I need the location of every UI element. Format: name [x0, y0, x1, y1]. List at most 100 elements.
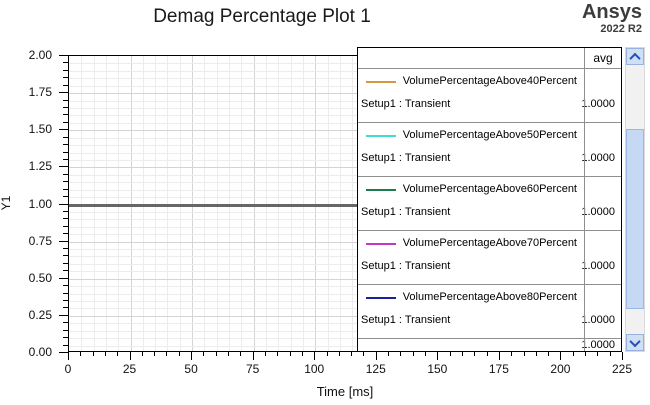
x-tick: [572, 352, 574, 356]
x-tick: [585, 352, 587, 356]
x-tick: [301, 352, 303, 356]
y-tick: [63, 344, 68, 346]
series-avg-value: 1.0000: [581, 98, 615, 110]
ansys-version: 2022 R2: [600, 23, 642, 35]
gridline-minor: [69, 293, 621, 295]
y-tick: [63, 262, 68, 264]
x-tick: [338, 352, 340, 356]
y-tick: [63, 121, 68, 123]
gridline-minor: [69, 197, 621, 199]
x-tick: [104, 352, 106, 356]
series-color-swatch: [366, 81, 396, 83]
y-tick: [63, 114, 68, 116]
gridline-minor: [69, 63, 621, 65]
x-tick: [412, 352, 414, 356]
ansys-logo: Ansys 2022 R2: [582, 1, 642, 35]
x-tick: [388, 352, 390, 356]
y-tick: [63, 337, 68, 339]
y-tick: [63, 173, 68, 175]
series-avg-value: 1.0000: [581, 260, 615, 272]
y-tick: [63, 181, 68, 183]
x-tick: [622, 352, 623, 360]
series-color-swatch: [366, 135, 396, 137]
gridline-minor: [69, 189, 621, 191]
gridline-minor: [69, 70, 621, 72]
scroll-up-button[interactable]: [626, 48, 644, 65]
y-tick-label: 1.75: [28, 85, 52, 100]
series-color-swatch: [366, 189, 396, 191]
x-tick: [437, 352, 439, 360]
gridline-minor: [69, 330, 621, 332]
gridline-minor: [69, 323, 621, 325]
legend-row[interactable]: VolumePercentageAbove60Percent Setup1 : T…: [358, 177, 621, 231]
gridline-minor: [69, 301, 621, 303]
x-tick-label: 175: [488, 362, 509, 376]
gridline-minor: [69, 308, 621, 310]
y-tick: [63, 188, 68, 190]
x-tick: [80, 352, 82, 356]
legend-row[interactable]: VolumePercentageAbove50Percent Setup1 : T…: [358, 123, 621, 177]
x-tick: [351, 352, 353, 356]
x-tick: [191, 352, 193, 360]
x-tick: [523, 352, 525, 356]
legend-row[interactable]: VolumePercentageAbove80Percent Setup1 : T…: [358, 285, 621, 339]
chevron-down-icon: [629, 335, 641, 347]
series-name: VolumePercentageAbove70Percent: [402, 237, 577, 249]
scrollbar-thumb[interactable]: [626, 129, 644, 309]
gridline-minor: [69, 78, 621, 80]
gridline-minor: [69, 145, 621, 147]
x-axis-label: Time [ms]: [316, 384, 374, 399]
y-tick-label: 0.50: [28, 270, 52, 285]
series-name: VolumePercentageAbove60Percent: [402, 183, 577, 195]
gridline-minor: [69, 286, 621, 288]
gridline-minor: [69, 234, 621, 236]
x-tick: [511, 352, 513, 356]
x-tick: [486, 352, 488, 356]
x-tick: [117, 352, 119, 356]
gridline-major: [69, 130, 621, 132]
gridline-minor: [69, 152, 621, 154]
series-name: VolumePercentageAbove50Percent: [402, 129, 577, 141]
gridline-minor: [69, 107, 621, 109]
y-tick: [63, 151, 68, 153]
gridline-minor: [69, 249, 621, 251]
y-tick: [63, 270, 68, 272]
x-tick: [203, 352, 205, 356]
gridline-minor: [69, 211, 621, 213]
x-tick: [375, 352, 377, 360]
x-tick-label: 150: [427, 362, 448, 376]
y-tick: [63, 307, 68, 309]
series-color-swatch: [366, 297, 396, 299]
x-tick: [400, 352, 402, 356]
x-tick: [498, 352, 500, 360]
y-tick-label: 1.25: [28, 159, 52, 174]
x-tick-label: 200: [550, 362, 571, 376]
x-tick: [314, 352, 316, 360]
y-tick: [59, 277, 68, 279]
y-tick: [63, 248, 68, 250]
legend-row[interactable]: VolumePercentageAbove70Percent Setup1 : T…: [358, 231, 621, 285]
series-name: VolumePercentageAbove40Percent: [402, 75, 577, 87]
legend: avg VolumePercentageAbove40Percent Setup1…: [357, 47, 622, 352]
legend-row[interactable]: VolumePercentageAbove40Percent Setup1 : T…: [358, 69, 621, 123]
y-tick: [63, 144, 68, 146]
scroll-down-button[interactable]: [626, 334, 644, 351]
x-tick-label: 125: [365, 362, 386, 376]
y-tick: [59, 166, 68, 168]
x-tick: [277, 352, 279, 356]
x-tick: [166, 352, 168, 356]
x-tick: [425, 352, 427, 356]
legend-scrollbar[interactable]: [625, 47, 645, 352]
gridline-minor: [69, 338, 621, 340]
x-tick-label: 25: [122, 362, 137, 376]
y-tick-label: 2.00: [28, 48, 52, 62]
x-tick: [154, 352, 156, 356]
legend-header-row: avg: [358, 48, 621, 69]
x-tick-label: 75: [245, 362, 260, 376]
legend-row-partial[interactable]: 1.0000: [358, 339, 621, 351]
gridline-minor: [69, 345, 621, 347]
x-tick: [289, 352, 291, 356]
gridline-major: [69, 93, 621, 95]
x-tick: [363, 352, 365, 356]
